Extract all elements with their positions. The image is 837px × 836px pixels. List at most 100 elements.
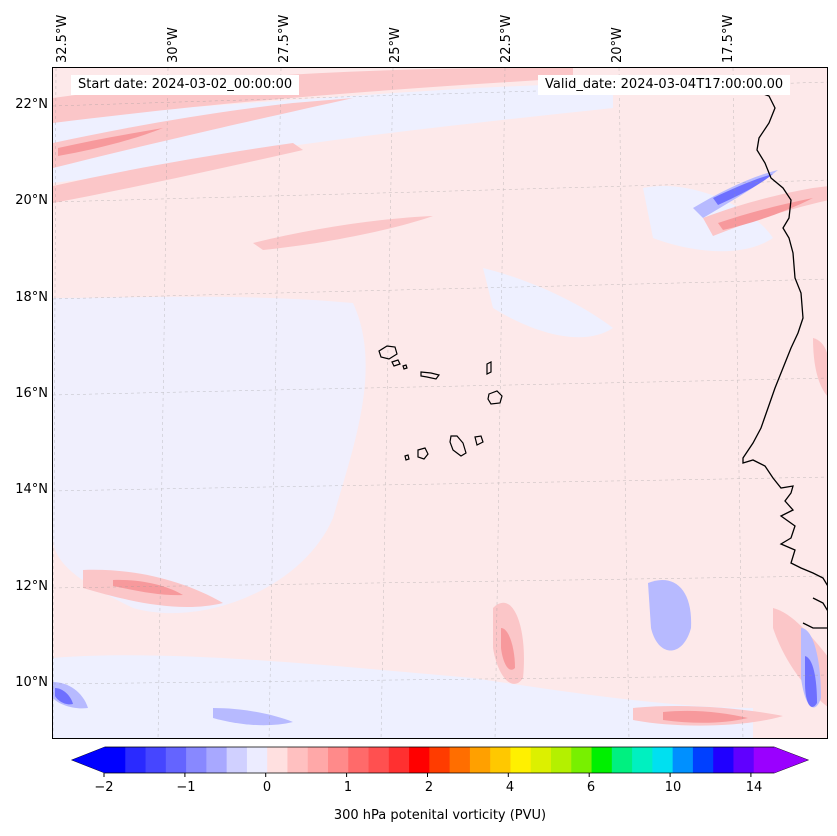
colorbar-tick-label: 2 [424,780,434,795]
map-panel[interactable] [52,67,828,739]
lon-line [53,68,57,738]
colorbar-cell [165,747,187,773]
lat-label: 10°N [15,675,48,690]
colorbar-cell [287,747,309,773]
colorbar-tick-label: −1 [176,780,196,795]
colorbar-cell [409,747,430,773]
deep-blue-fields [55,174,817,707]
colorbar-cell [125,747,147,773]
colorbar-cell [246,747,268,773]
island-sao-nicolau [420,371,441,380]
lon-label: 25°W [388,27,403,63]
pink-band-north-top [53,68,573,123]
colorbar-cell [469,747,491,773]
colorbar-tick-label: 14 [745,780,763,795]
colorbar-tick-label: 4 [505,780,515,795]
island-sal [486,361,492,375]
colorbar-cell [145,747,167,773]
island-santo-antao [378,345,398,360]
colorbar-cell [713,747,734,773]
colorbar-cell [571,747,593,773]
colorbar-cell [267,747,288,773]
colorbar-cell [226,747,248,773]
colorbar-cell [388,747,410,773]
colorbar-cell [510,747,532,773]
lat-line [53,377,827,396]
deep-pink-bands [58,128,813,723]
island-santa-luzia [402,364,408,370]
colorbar-tick-label: 0 [262,780,272,795]
blue-patch-south [213,708,293,726]
lon-line [494,68,506,738]
lat-line [53,476,827,492]
light-blue-fields [53,82,773,738]
blue-patch-mid [483,268,613,338]
deep-pink-streak [501,628,515,670]
colorbar-cell [753,747,775,773]
lat-label: 20°N [15,193,48,208]
lat-label: 22°N [15,97,48,112]
deep-blue-sw [55,688,73,705]
lon-line [380,68,394,738]
colorbar-cell [449,747,471,773]
colorbar-cell [429,747,451,773]
colorbar [70,746,810,777]
colorbar-cell [591,747,613,773]
colorbar-cell [307,747,329,773]
colorbar-tick-label: −2 [94,780,114,795]
pink-band-nw2 [53,143,303,203]
lon-label: 22.5°W [499,14,514,63]
graticule [53,68,827,738]
pink-band-lat20 [253,216,433,250]
lat-line [53,81,827,107]
colorbar-tick-label: 1 [343,780,353,795]
lon-label: 20°W [610,27,625,63]
blue-patch-east-mid [648,580,692,651]
colorbar-cell [672,747,694,773]
colorbar-cell [368,747,390,773]
cape-verde-islands [378,345,503,461]
island-sao-vicente [391,359,401,367]
island-boa-vista [487,390,503,405]
colorbar-cell [348,747,370,773]
lat-line [53,278,827,300]
colorbar-cell [105,747,126,773]
colorbar-ticks [103,773,752,777]
colorbar-min-arrow [72,747,105,773]
colorbar-max-arrow [774,747,808,773]
colorbar-cell [632,747,653,773]
valid-date-label: Valid_date: 2024-03-04T17:00:00.00 [538,75,791,95]
lat-label: 16°N [15,386,48,401]
deep-blue-ne [713,174,773,205]
lon-label: 27.5°W [277,14,292,63]
island-maio [474,435,484,446]
pink-band-nw [53,98,353,168]
lon-line [268,68,282,738]
blue-band-north [53,82,613,183]
colorbar-cell [692,747,714,773]
colorbar-cell [530,747,552,773]
lon-line [732,68,744,738]
lat-label: 18°N [15,290,48,305]
lat-line [53,575,827,589]
colorbar-cell [733,747,755,773]
deep-pink-south [663,710,748,723]
lat-label: 12°N [15,579,48,594]
colorbar-cell [328,747,349,773]
colorbar-tick-label: 6 [586,780,596,795]
deep-pink-east [718,198,813,230]
lon-label: 17.5°W [721,14,736,63]
colorbar-cell [652,747,674,773]
blue-field-center-west [53,296,366,614]
lat-line [53,179,827,203]
colorbar-cells [70,746,810,774]
lon-line [157,68,169,738]
deep-pink-nw [58,128,163,156]
lon-label: 32.5°W [55,14,70,63]
lon-line [618,68,630,738]
deep-blue-east [805,656,817,707]
island-santiago [449,435,467,457]
island-brava [404,454,410,461]
island-fogo [417,447,429,460]
deep-pink-12n [113,579,183,596]
